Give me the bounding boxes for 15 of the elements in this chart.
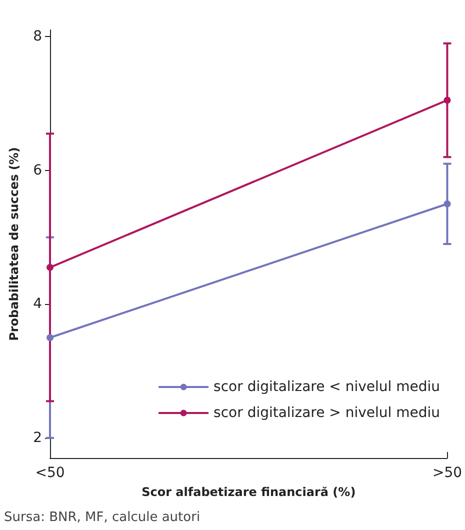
y-tick-label: 4	[33, 296, 42, 312]
point	[46, 264, 54, 271]
point	[444, 200, 451, 208]
y-tick-label: 8	[33, 28, 42, 45]
point	[46, 334, 54, 342]
text: Sursa: BNR, MF, calcule autori	[4, 510, 200, 525]
y-tick-label: 2	[33, 430, 42, 446]
x-tick-label: <50	[35, 465, 65, 481]
y-tick-label: 6	[33, 162, 42, 178]
legend-label: scor digitalizare > nivelul mediu	[214, 405, 440, 421]
x-axis-title: Scor alfabetizare financiară (%)	[142, 485, 356, 499]
x-tick-label: >50	[432, 465, 462, 481]
legend-label: scor digitalizare < nivelul mediu	[214, 379, 440, 395]
y-axis-title: Probabilitatea de succes (%)	[7, 147, 21, 341]
point	[444, 96, 451, 104]
